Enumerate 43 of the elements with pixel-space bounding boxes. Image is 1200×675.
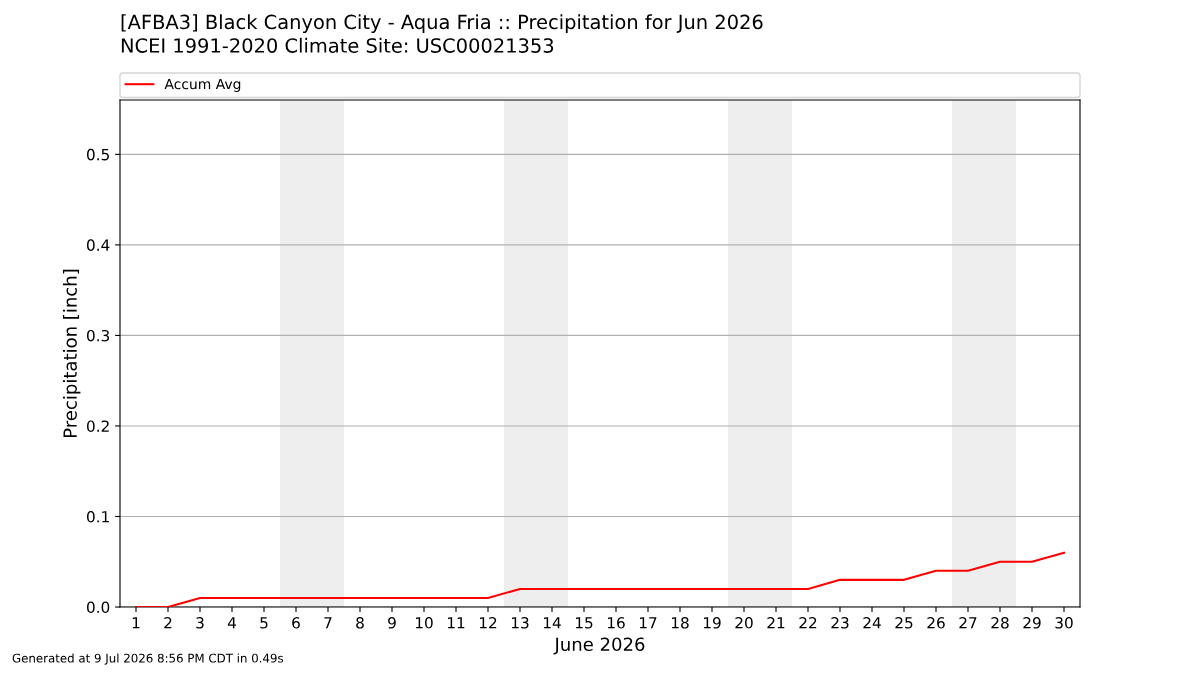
x-tick-label: 29 — [1023, 617, 1041, 629]
legend-label: Accum Avg — [164, 78, 241, 92]
x-tick-label: 21 — [767, 617, 785, 629]
x-tick-label: 30 — [1055, 617, 1073, 629]
x-tick-label: 2 — [164, 617, 172, 629]
x-tick-label: 18 — [671, 617, 689, 629]
x-tick-label: 9 — [388, 617, 396, 629]
x-tick-label: 1 — [132, 617, 140, 629]
y-tick-label: 0.3 — [86, 329, 110, 342]
y-tick-label: 0.5 — [86, 148, 109, 161]
text: Generated at 9 Jul 2026 8:56 PM CDT in 0.49s — [12, 653, 284, 665]
x-tick-label: 23 — [831, 617, 849, 629]
x-tick-label: 17 — [639, 617, 657, 629]
x-tick-label: 15 — [575, 617, 593, 629]
x-tick-label: 26 — [927, 617, 945, 629]
x-tick-label: 25 — [895, 617, 913, 629]
x-tick-label: 6 — [292, 617, 300, 629]
x-tick-label: 14 — [543, 617, 561, 629]
x-tick-label: 19 — [703, 617, 721, 629]
x-tick-label: 22 — [799, 617, 817, 629]
x-tick-label: 3 — [196, 617, 204, 629]
y-tick-label: 0.4 — [86, 239, 110, 251]
x-tick-label: 11 — [447, 617, 465, 629]
x-tick-label: 13 — [511, 617, 529, 629]
chart-title: [AFBA3] Black Canyon City - Aqua Fria :: Precipitation for Jun 2026 — [121, 14, 763, 34]
y-tick-label: 0.0 — [86, 601, 110, 614]
x-tick-label: 12 — [479, 617, 497, 629]
x-tick-label: 8 — [356, 617, 364, 629]
x-tick-label: 27 — [959, 617, 977, 629]
chart-subtitle: NCEI 1991-2020 Climate Site: USC00021353 — [121, 37, 554, 53]
x-tick-label: 4 — [227, 617, 236, 629]
x-tick-label: 16 — [607, 617, 625, 629]
x-tick-label: 20 — [735, 617, 753, 629]
x-tick-label: 24 — [863, 617, 881, 629]
x-tick-label: 7 — [324, 617, 332, 629]
x-tick-label: 5 — [260, 617, 268, 629]
x-tick-label: 10 — [415, 617, 433, 629]
y-tick-label: 0.1 — [86, 510, 109, 523]
y-tick-label: 0.2 — [86, 420, 109, 432]
x-axis-title: June 2026 — [553, 637, 645, 655]
x-tick-label: 28 — [991, 617, 1009, 629]
line-series — [134, 551, 1066, 608]
y-axis-title: Precipitation [inch] — [62, 269, 81, 438]
